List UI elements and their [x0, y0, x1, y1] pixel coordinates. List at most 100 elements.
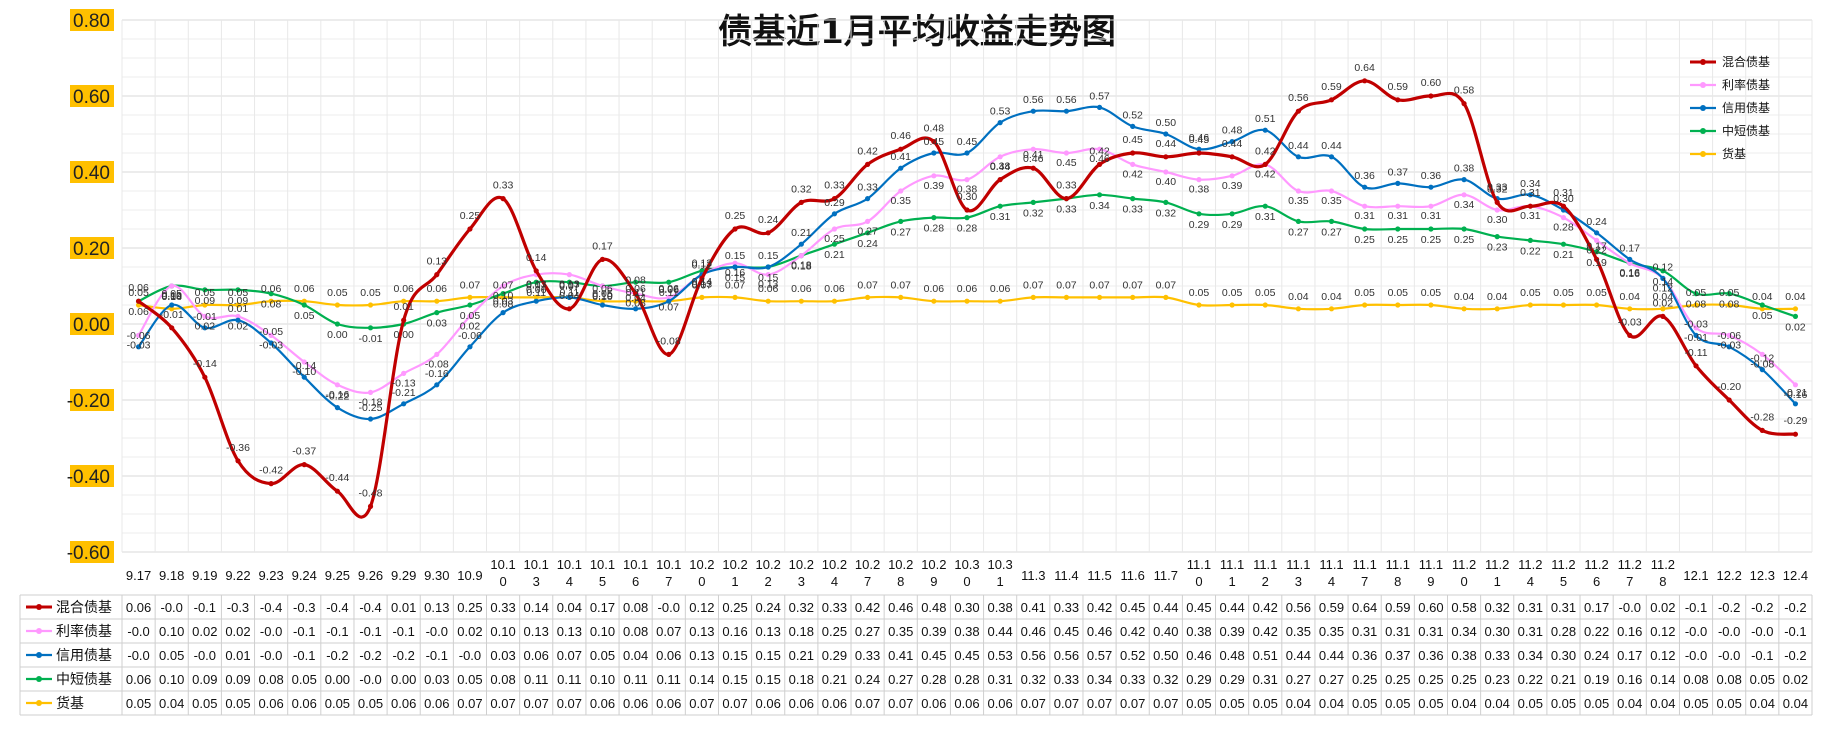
data-label: -0.48 [359, 487, 383, 499]
table-cell: 0.22 [1584, 624, 1609, 639]
data-point [765, 230, 771, 236]
table-cell: 0.24 [1584, 648, 1609, 663]
table-cell: 0.51 [1253, 648, 1278, 663]
data-point [1163, 199, 1169, 205]
data-point [434, 298, 440, 304]
data-label: 0.08 [493, 299, 514, 311]
table-cell: 0.56 [1054, 648, 1079, 663]
data-label: 0.06 [659, 283, 680, 295]
data-label: 0.31 [1553, 187, 1574, 199]
table-cell: -0.1 [1685, 600, 1707, 615]
table-cell: 0.06 [656, 696, 681, 711]
series-1 [135, 78, 1799, 519]
data-label: 0.33 [1056, 180, 1077, 192]
table-series-name: 中短债基 [56, 671, 112, 688]
ytick-label: 0.00 [73, 315, 110, 336]
table-cell: 0.40 [1153, 624, 1178, 639]
x-tick-label: 10.2 0 [689, 557, 714, 589]
table-cell: 0.08 [490, 672, 515, 687]
table-cell: 0.11 [557, 672, 581, 687]
ytick-label: -0.60 [67, 543, 110, 564]
data-label: 0.02 [195, 320, 216, 332]
data-label: 0.06 [393, 283, 414, 295]
data-label: -0.01 [193, 311, 217, 323]
data-point [997, 177, 1003, 183]
table-legend-marker [36, 628, 42, 634]
table-cell: 0.05 [1518, 696, 1543, 711]
data-point [798, 199, 804, 205]
data-point [1130, 123, 1136, 129]
x-tick-label: 10.2 7 [855, 557, 880, 589]
x-tick-label: 10.2 4 [822, 557, 847, 589]
data-labels-3: -0.060.05-0.010.01-0.05-0.14-0.22-0.25-0… [127, 90, 1808, 414]
data-label: 0.07 [857, 279, 878, 291]
ytick-bg [70, 161, 114, 183]
data-point [467, 313, 473, 319]
data-point [964, 177, 970, 183]
ytick-bg [70, 85, 114, 107]
legend-label: 混合债基 [1722, 54, 1770, 69]
data-point [666, 279, 672, 285]
data-label: 0.07 [559, 279, 580, 291]
data-point [533, 298, 539, 304]
data-point [169, 302, 175, 308]
data-point [268, 481, 274, 487]
x-tick-label: 10.3 0 [954, 557, 979, 589]
data-point [864, 230, 871, 236]
data-point [202, 287, 208, 293]
data-label: 0.30 [1487, 214, 1508, 226]
table-cell: 0.42 [855, 600, 880, 615]
table-cell: 0.07 [1153, 696, 1178, 711]
data-label: -0.01 [359, 333, 383, 345]
data-label: 0.35 [1321, 195, 1342, 207]
data-label: 0.07 [659, 301, 680, 313]
table-cell: 0.10 [590, 672, 615, 687]
table-cell: 0.05 [590, 648, 615, 663]
legend-marker [1700, 82, 1706, 88]
table-cell: 0.33 [822, 600, 847, 615]
data-label: 0.42 [1122, 168, 1143, 180]
table-cell: 0.42 [1253, 600, 1278, 615]
table-cell: 0.05 [1385, 696, 1410, 711]
table-cell: 0.38 [954, 624, 979, 639]
table-cell: 0.32 [789, 600, 814, 615]
legend-marker [1700, 105, 1706, 111]
table-cell: 0.10 [159, 624, 184, 639]
table-cell: 0.16 [1617, 624, 1642, 639]
data-point [599, 298, 606, 304]
data-label: 0.06 [924, 283, 945, 295]
data-label: 0.06 [990, 283, 1011, 295]
table-cell: 0.05 [1584, 696, 1609, 711]
data-label: 0.06 [261, 283, 282, 295]
data-label: 0.27 [1321, 226, 1342, 238]
data-label: 0.07 [559, 280, 580, 292]
data-label: 0.31 [1421, 210, 1442, 222]
data-point [268, 340, 274, 346]
table-cell: 0.24 [855, 672, 880, 687]
data-point [964, 207, 970, 213]
table-cell: 0.06 [126, 600, 151, 615]
data-label: 0.13 [692, 279, 713, 291]
data-point [1362, 226, 1368, 232]
data-label: 0.42 [857, 145, 878, 157]
data-label: 0.19 [1586, 257, 1607, 269]
data-label: 0.41 [1023, 149, 1044, 161]
table-cell: -0.4 [260, 600, 282, 615]
data-label: 0.33 [1487, 182, 1508, 194]
table-cell: 0.35 [1319, 624, 1344, 639]
data-label: -0.37 [292, 446, 316, 458]
data-point [964, 215, 970, 221]
data-point [334, 488, 340, 494]
table-cell: 0.15 [756, 672, 781, 687]
data-point [1627, 332, 1633, 338]
data-point [1759, 427, 1765, 433]
table-cell: 0.06 [987, 696, 1012, 711]
data-label: 0.44 [1288, 140, 1309, 152]
x-tick-label: 12.4 [1783, 568, 1808, 583]
data-label: -0.16 [325, 389, 349, 401]
data-point [1130, 161, 1136, 167]
data-label: -0.03 [259, 339, 283, 351]
data-point [1693, 363, 1699, 369]
table-cell: 0.06 [822, 696, 847, 711]
data-point [765, 264, 771, 270]
